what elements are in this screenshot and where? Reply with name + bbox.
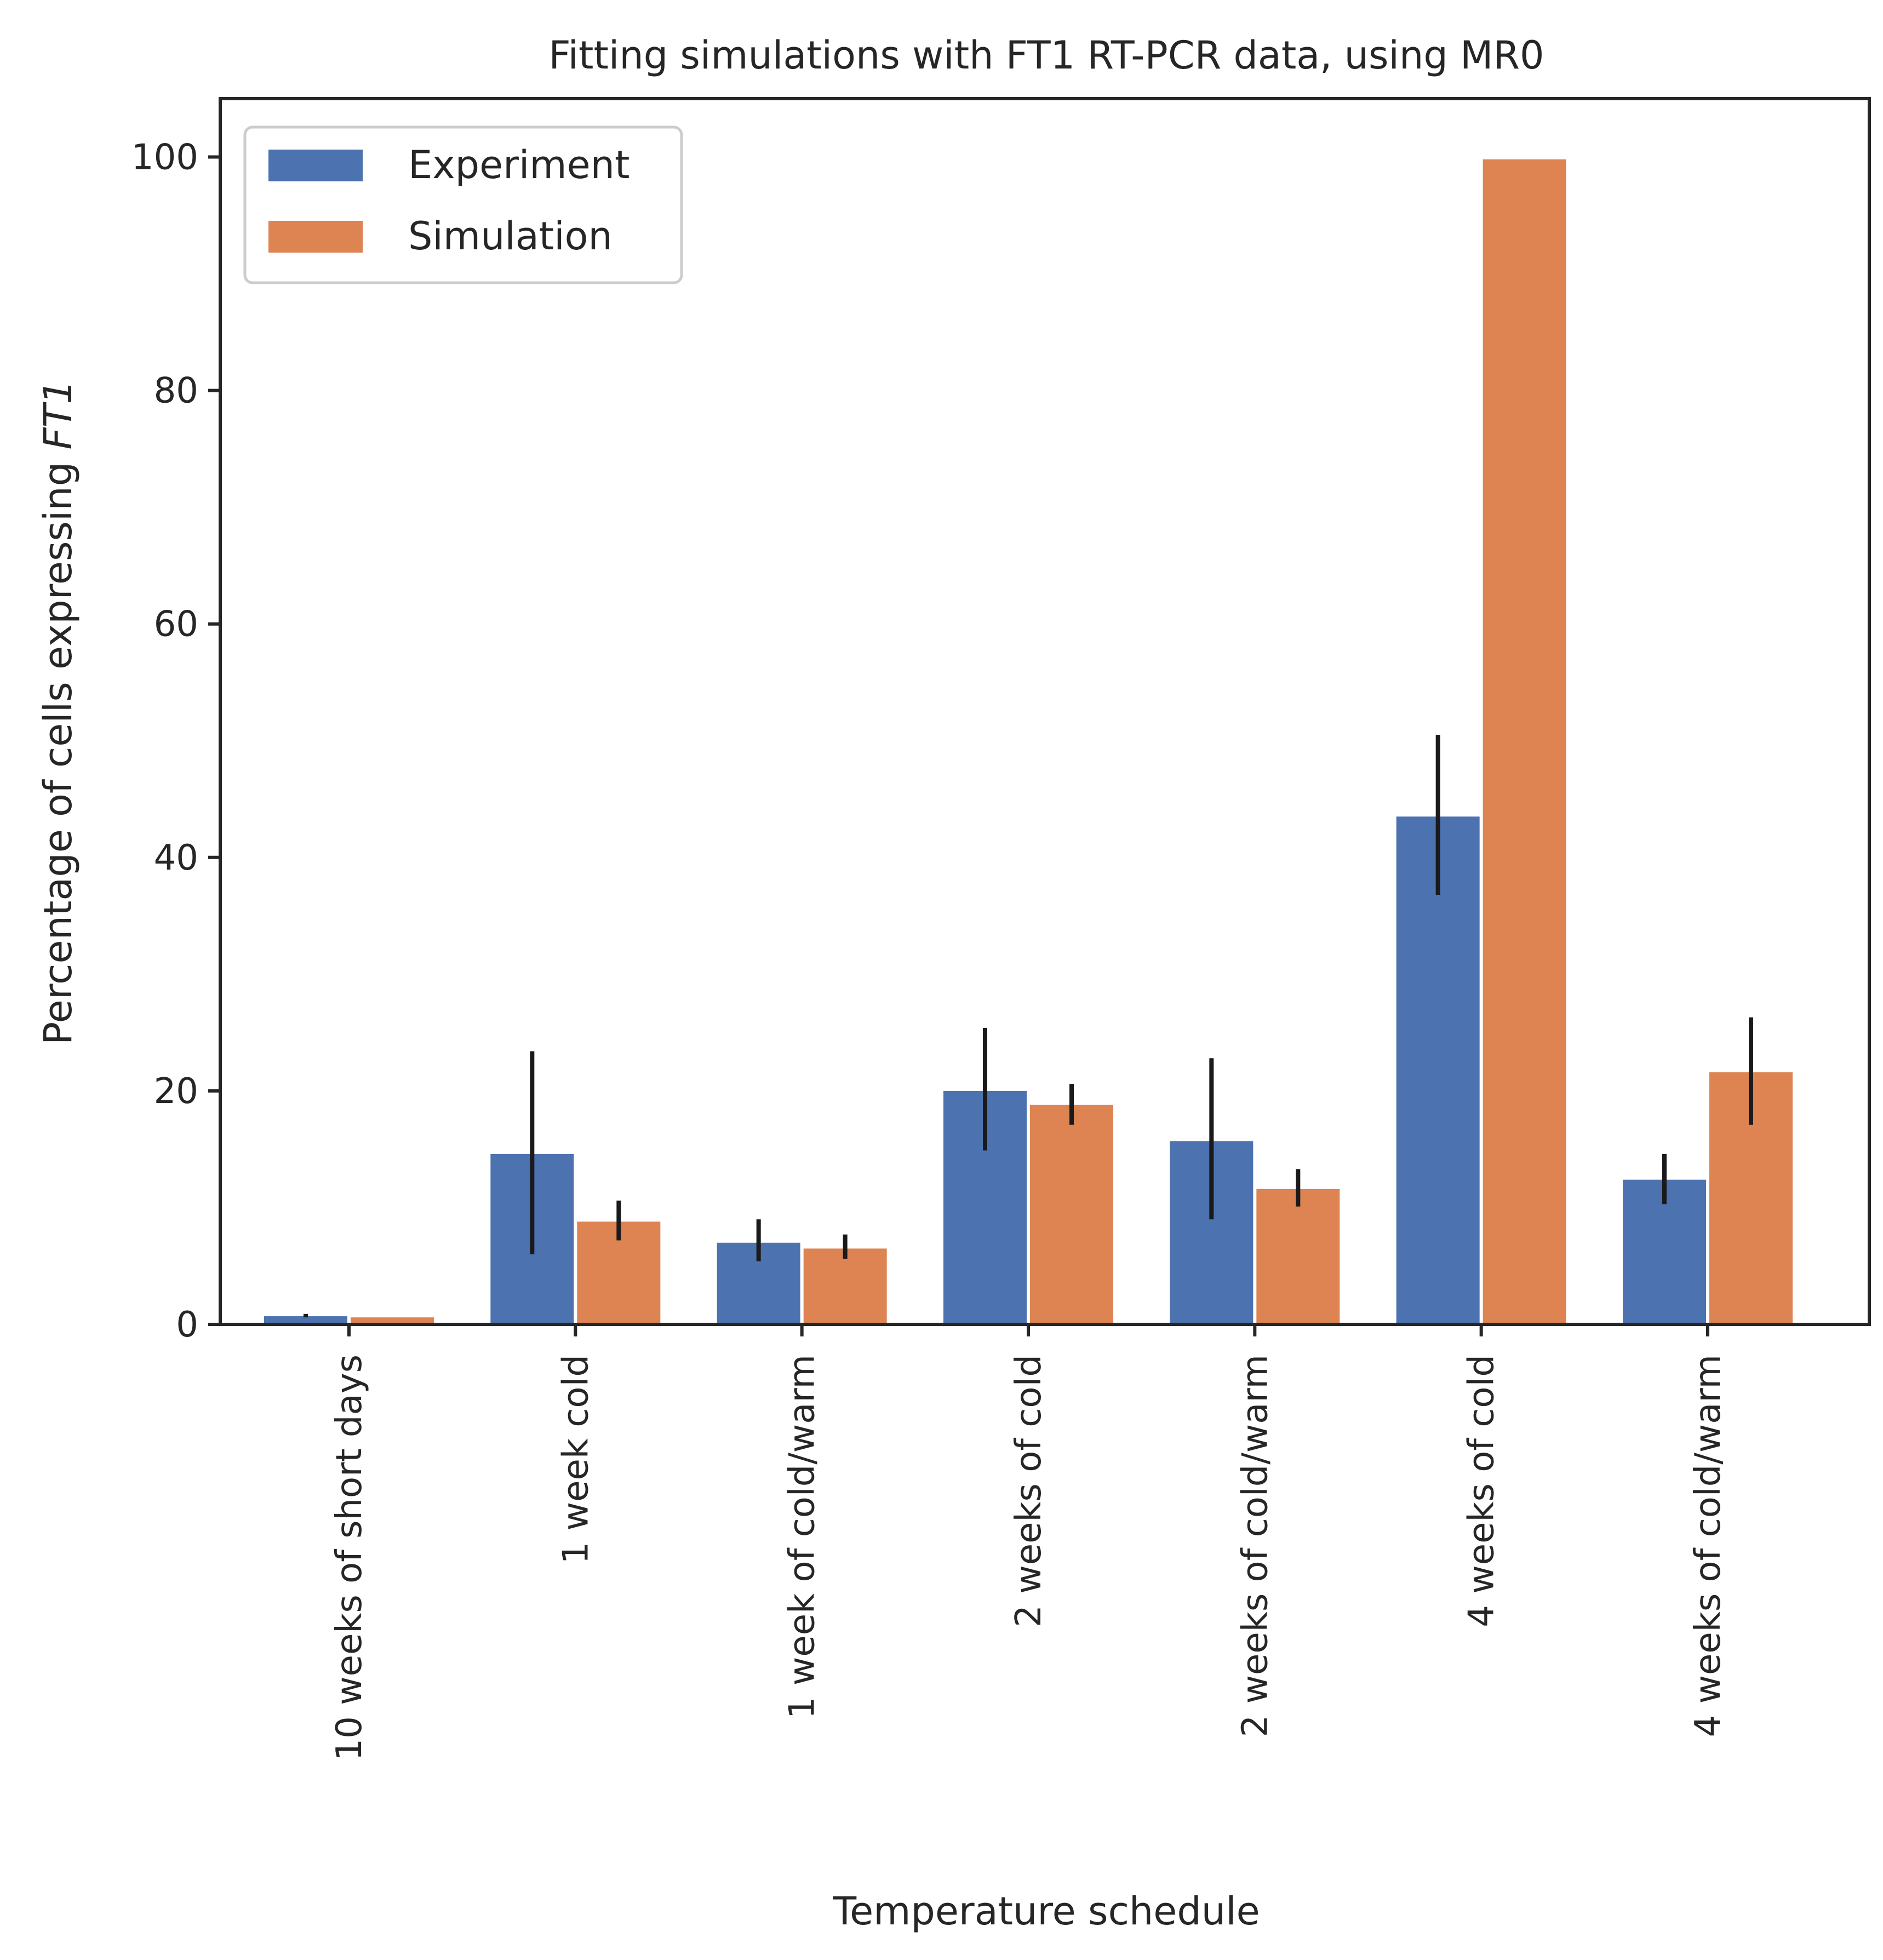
x-axis-label: Temperature schedule [832,1889,1260,1934]
x-tick-label-3: 2 weeks of cold [1009,1355,1049,1627]
y-axis-label: Percentage of cells expressing FT1 [36,380,81,1045]
y-axis-label-italic: FT1 [36,380,81,450]
x-tick-label-1: 1 week cold [556,1355,596,1564]
bar-simulation-0 [351,1317,434,1324]
y-tick-label-4: 80 [154,371,198,412]
y-axis-label-text: Percentage of cells expressing [36,450,81,1045]
x-tick-label-5: 4 weeks of cold [1462,1355,1502,1627]
errorbars-layer [304,735,1753,1318]
y-axis: 0 20 40 60 80 100 [131,138,220,1345]
legend-swatch-simulation [268,221,363,253]
bar-simulation-5 [1483,159,1566,1325]
chart-title: Fitting simulations with FT1 RT-PCR data… [548,33,1544,78]
legend-swatch-experiment [268,150,363,181]
bar-experiment-0 [264,1316,347,1324]
y-tick-label-1: 20 [154,1071,198,1112]
y-tick-label-2: 40 [154,838,198,878]
y-tick-label-3: 60 [154,604,198,645]
x-axis: 10 weeks of short days 1 week cold 1 week … [329,1324,1729,1761]
x-tick-label-4: 2 weeks of cold/warm [1235,1355,1275,1737]
legend-label-experiment: Experiment [408,142,629,187]
y-tick-label-5: 100 [131,138,198,178]
bar-simulation-2 [803,1248,887,1324]
legend: Experiment Simulation [243,125,683,284]
x-tick-label-2: 1 week of cold/warm [782,1355,823,1719]
bar-simulation-3 [1030,1105,1113,1324]
bar-experiment-5 [1396,816,1480,1324]
legend-label-simulation: Simulation [408,214,613,259]
y-tick-label-0: 0 [176,1305,198,1345]
x-tick-label-6: 4 weeks of cold/warm [1688,1355,1729,1737]
bars-layer [264,159,1793,1325]
x-tick-label-0: 10 weeks of short days [329,1355,370,1761]
bar-simulation-4 [1256,1188,1340,1324]
plot-frame [219,97,1871,1326]
